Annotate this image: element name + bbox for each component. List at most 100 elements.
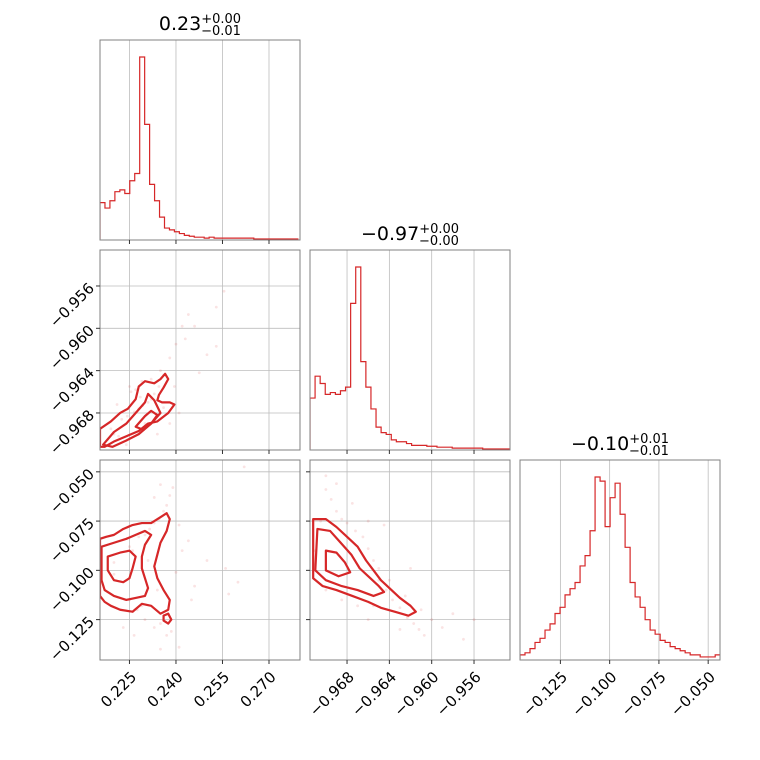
pair-panel-0-1-sample-5 (146, 400, 150, 404)
pair-panel-0-2-sample-29 (112, 572, 116, 576)
pair-panel-0-1-sample-14 (117, 434, 121, 438)
pair-panel-0-1-sample-30 (128, 385, 131, 388)
xtick-label-param-2-2: −0.075 (618, 668, 670, 720)
ytick-label-param-1-0: −0.968 (46, 406, 98, 458)
xtick-label-param-0-0: 0.225 (97, 668, 140, 711)
title-param-1: −0.97+0.00 −0.00 (361, 222, 459, 249)
pair-panel-1-2-sample-5 (354, 529, 357, 533)
pair-panel-1-2-sample-39 (324, 588, 328, 592)
ytick-label-param-1-1: −0.964 (46, 364, 98, 416)
pair-panel-0-1-sample-27 (168, 422, 172, 425)
pair-panel-1-2-sample-26 (387, 578, 391, 582)
ytick-label-param-2-0: −0.125 (46, 613, 98, 665)
pair-panel-1-2-sample-4 (345, 521, 349, 525)
pair-panel-0-2-sample-21 (193, 584, 196, 588)
pair-panel-1-2-sample-28 (366, 618, 370, 622)
pair-panel-0-1-sample-26 (155, 432, 159, 436)
pair-panel-0-2-sample-7 (162, 509, 165, 513)
hist-panel-0-frame (99, 39, 301, 241)
hist-panel-2-frame (519, 459, 721, 661)
pair-panel-0-1-sample-8 (157, 385, 161, 388)
pair-panel-0-2-sample-37 (146, 559, 150, 562)
pair-panel-0-2-sample-35 (177, 523, 181, 527)
pair-panel-1-2-sample-11 (391, 598, 394, 602)
pair-panel-0-2-sample-28 (152, 496, 156, 499)
pair-panel-1-2-sample-0 (324, 488, 328, 491)
pair-panel-0-1-sample-29 (115, 403, 119, 406)
pair-panel-0-2-sample-26 (242, 465, 246, 469)
ytick-label-param-2-1: −0.100 (46, 564, 98, 616)
xtick-label-param-0-3: 0.270 (237, 668, 280, 711)
pair-panel-0-1-sample-38 (149, 377, 153, 381)
pair-panel-1-2-sample-8 (372, 559, 375, 562)
pair-panel-1-2-sample-16 (422, 633, 426, 637)
pair-panel-0-2-sample-2 (137, 535, 141, 539)
pair-panel-0-2-sample-36 (190, 598, 193, 602)
pair-panel-1-2-sample-2 (335, 509, 338, 513)
pair-panel-0-2-sample-18 (165, 633, 169, 637)
pair-panel-0-1-frame (99, 249, 301, 451)
pair-panel-0-1-sample-18 (180, 324, 184, 328)
pair-panel-0-2-sample-9 (168, 494, 172, 497)
pair-panel-0-2-sample-33 (155, 588, 159, 592)
pair-panel-0-2-sample-19 (121, 626, 125, 629)
pair-panel-0-1-sample-28 (177, 411, 181, 415)
pair-panel-1-2-sample-33 (403, 594, 407, 598)
xtick-label-param-1-1: −0.964 (348, 668, 400, 720)
pair-panel-1-2-sample-1 (329, 498, 333, 501)
pair-panel-0-2-sample-25 (227, 592, 231, 596)
pair-panel-1-2-sample-38 (340, 598, 344, 602)
pair-panel-0-2-sample-17 (177, 645, 181, 649)
histogram-step-param-2 (520, 476, 720, 659)
pair-panel-0-2-sample-23 (224, 566, 227, 570)
title-2-upper-error: +0.01 (629, 432, 669, 447)
xtick-label-param-0-2: 0.255 (190, 668, 233, 711)
pair-panel-0-1-plot-area (100, 289, 226, 448)
pair-panel-0-2-sample-8 (165, 503, 169, 507)
pair-panel-0-2-sample-10 (171, 486, 175, 489)
pair-panel-1-2-sample-31 (382, 523, 386, 527)
pair-panel-1-2-sample-10 (384, 588, 388, 592)
title-0-lower-error: −0.01 (201, 24, 241, 39)
pair-panel-0-2-sample-39 (159, 647, 162, 651)
pair-panel-0-2-sample-24 (236, 580, 240, 584)
pair-panel-1-2-frame (309, 459, 511, 661)
title-2-lower-error: −0.01 (629, 444, 669, 459)
pair-panel-0-1-sample-10 (168, 356, 172, 360)
pair-panel-0-1-sample-36 (124, 443, 128, 447)
pair-panel-1-2-plot-area (312, 474, 476, 641)
title-0-upper-error: +0.00 (201, 12, 241, 27)
pair-panel-1-2-sample-25 (377, 566, 381, 570)
pair-panel-0-2-sample-13 (143, 618, 147, 622)
pair-panel-1-2-sample-17 (430, 618, 434, 622)
pair-panel-0-1-sample-21 (214, 344, 218, 348)
xtick-label-param-1-2: −0.960 (390, 668, 442, 720)
pair-panel-0-2-sample-3 (143, 533, 147, 537)
title-param-2: −0.10+0.01 −0.01 (571, 432, 669, 459)
pair-panel-0-2-sample-27 (159, 483, 162, 487)
pair-panel-0-2-sample-22 (205, 559, 209, 562)
pair-panel-0-2-contour-1 (100, 529, 153, 602)
pair-panel-0-2-contour-3 (162, 612, 173, 625)
pair-panel-1-2-sample-19 (451, 612, 455, 616)
xtick-label-param-1-0: −0.968 (306, 668, 358, 720)
pair-panel-0-2-sample-38 (131, 549, 134, 553)
pair-panel-0-1-contour-1 (102, 392, 162, 448)
pair-panel-0-1-sample-32 (183, 337, 187, 341)
pair-panel-0-1-sample-11 (174, 342, 178, 346)
pair-panel-0-1-sample-31 (173, 385, 176, 388)
pair-panel-0-2-sample-32 (180, 549, 184, 553)
pair-panel-0-1-sample-22 (222, 289, 226, 293)
pair-panel-1-2-sample-13 (405, 616, 409, 620)
pair-panel-0-2-sample-4 (148, 527, 152, 531)
xtick-label-param-2-1: −0.100 (568, 668, 620, 720)
pair-panel-0-1-sample-0 (120, 417, 124, 421)
pair-panel-1-2-sample-36 (472, 618, 476, 622)
pair-panel-0-1-sample-20 (197, 371, 201, 375)
pair-panel-0-1-sample-34 (205, 353, 209, 357)
pair-panel-0-2-sample-15 (159, 622, 162, 625)
title-param-0: 0.23+0.00 −0.01 (159, 12, 241, 39)
pair-panel-1-2-sample-27 (356, 604, 360, 608)
pair-panel-0-2-sample-20 (186, 539, 190, 543)
pair-panel-0-1-sample-33 (193, 324, 196, 328)
